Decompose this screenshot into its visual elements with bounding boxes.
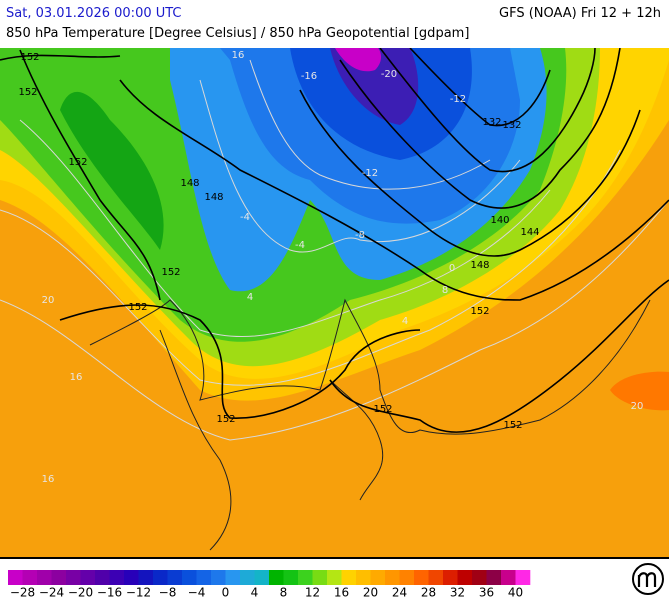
- colorbar-label: −28: [10, 586, 35, 600]
- colorbar-segment: [95, 570, 110, 585]
- colorbar-label: 0: [222, 586, 230, 600]
- colorbar-segment: [428, 570, 444, 585]
- contour-label: 152: [503, 420, 522, 431]
- colorbar-segment: [124, 570, 139, 585]
- colorbar-segment: [385, 570, 400, 585]
- isotherm-label: 4: [402, 316, 408, 327]
- contour-label: 152: [128, 302, 147, 313]
- colorbar: −28 −24 −20 −16 −12 −8 −4 0 4 8 12 16 20 24 28 32 36 40: [8, 570, 531, 600]
- colorbar-segment: [283, 570, 299, 585]
- isotherm-label: -12: [450, 94, 466, 105]
- colorbar-segment: [370, 570, 386, 585]
- isotherm-label: 20: [631, 401, 644, 412]
- colorbar-segment: [8, 570, 23, 585]
- colorbar-label: −12: [126, 586, 151, 600]
- colorbar-label: 12: [305, 586, 320, 600]
- isotherm-label: -12: [362, 168, 378, 179]
- isotherm-label: 0: [449, 263, 455, 274]
- contour-label: 140: [490, 215, 509, 226]
- colorbar-segment: [501, 570, 516, 585]
- coastlines: [89, 298, 651, 551]
- colorbar-segment: [80, 570, 96, 585]
- isotherm-label: -4: [295, 240, 305, 251]
- colorbar-label: −4: [188, 586, 206, 600]
- colorbar-segment: [399, 570, 415, 585]
- colorbar-label: 36: [479, 586, 494, 600]
- valid-time: Sat, 03.01.2026 00:00 UTC: [6, 6, 182, 21]
- colorbar-segment: [457, 570, 473, 585]
- colorbar-segment: [298, 570, 313, 585]
- colorbar-segment: [37, 570, 52, 585]
- isotherm-label: -8: [355, 230, 365, 241]
- contour-label: 148: [180, 178, 199, 189]
- contour-label: 152: [161, 267, 180, 278]
- colorbar-segment: [269, 570, 284, 585]
- isotherm-label: -20: [381, 69, 397, 80]
- colorbar-segment: [51, 570, 67, 585]
- colorbar-label: 40: [508, 586, 523, 600]
- colorbar-label: 20: [363, 586, 378, 600]
- colorbar-label: 32: [450, 586, 465, 600]
- contour-label: 152: [216, 414, 235, 425]
- contour-label: 144: [520, 227, 539, 238]
- colorbar-segment: [515, 570, 531, 585]
- colorbar-segment: [443, 570, 458, 585]
- colorbar-label: 24: [392, 586, 407, 600]
- contour-label: 152: [18, 87, 37, 98]
- colorbar-segment: [22, 570, 38, 585]
- logo: [632, 563, 664, 595]
- colorbar-segment: [472, 570, 487, 585]
- colorbar-segment: [138, 570, 154, 585]
- colorbar-segment: [312, 570, 328, 585]
- geopotential-contours: [0, 48, 669, 433]
- isotherm-label: 8: [442, 285, 448, 296]
- colorbar-segment: [66, 570, 81, 585]
- colorbar-label: −20: [68, 586, 93, 600]
- model-run: GFS (NOAA) Fri 12 + 12h: [499, 6, 661, 21]
- contour-label: 152: [470, 306, 489, 317]
- isotherm-label: -4: [240, 212, 250, 223]
- colorbar-label: 8: [280, 586, 288, 600]
- contour-label: 148: [470, 260, 489, 271]
- colorbar-segment: [211, 570, 226, 585]
- colorbar-segment: [153, 570, 168, 585]
- colorbar-segment: [486, 570, 502, 585]
- isotherm-label: 16: [232, 50, 245, 61]
- colorbar-segment: [254, 570, 270, 585]
- colorbar-segment: [327, 570, 342, 585]
- colorbar-segment: [196, 570, 212, 585]
- contour-label: 132: [482, 117, 501, 128]
- contour-label: 152: [20, 52, 39, 63]
- colorbar-label: 16: [334, 586, 349, 600]
- colorbar-segment: [240, 570, 255, 585]
- isotherm-label: 4: [247, 292, 253, 303]
- subtitle: 850 hPa Temperature [Degree Celsius] / 8…: [6, 26, 470, 41]
- colorbar-segment: [109, 570, 125, 585]
- colorbar-label: −8: [159, 586, 177, 600]
- isotherm-label: 16: [42, 474, 55, 485]
- colorbar-segment: [414, 570, 429, 585]
- isotherm-label: 16: [70, 372, 83, 383]
- colorbar-segment: [356, 570, 371, 585]
- colorbar-label: 28: [421, 586, 436, 600]
- contour-label: 152: [68, 157, 87, 168]
- temperature-field: [0, 48, 669, 558]
- isotherm-label: -16: [301, 71, 317, 82]
- colorbar-segment: [182, 570, 197, 585]
- contour-label: 148: [204, 192, 223, 203]
- contour-label: 132: [502, 120, 521, 131]
- colorbar-segment: [167, 570, 183, 585]
- colorbar-segment: [225, 570, 241, 585]
- colorbar-segment: [341, 570, 357, 585]
- contour-label: 152: [373, 404, 392, 415]
- colorbar-label: 4: [251, 586, 259, 600]
- isotherm-label: 20: [42, 295, 55, 306]
- colorbar-label: −16: [97, 586, 122, 600]
- colorbar-label: −24: [39, 586, 64, 600]
